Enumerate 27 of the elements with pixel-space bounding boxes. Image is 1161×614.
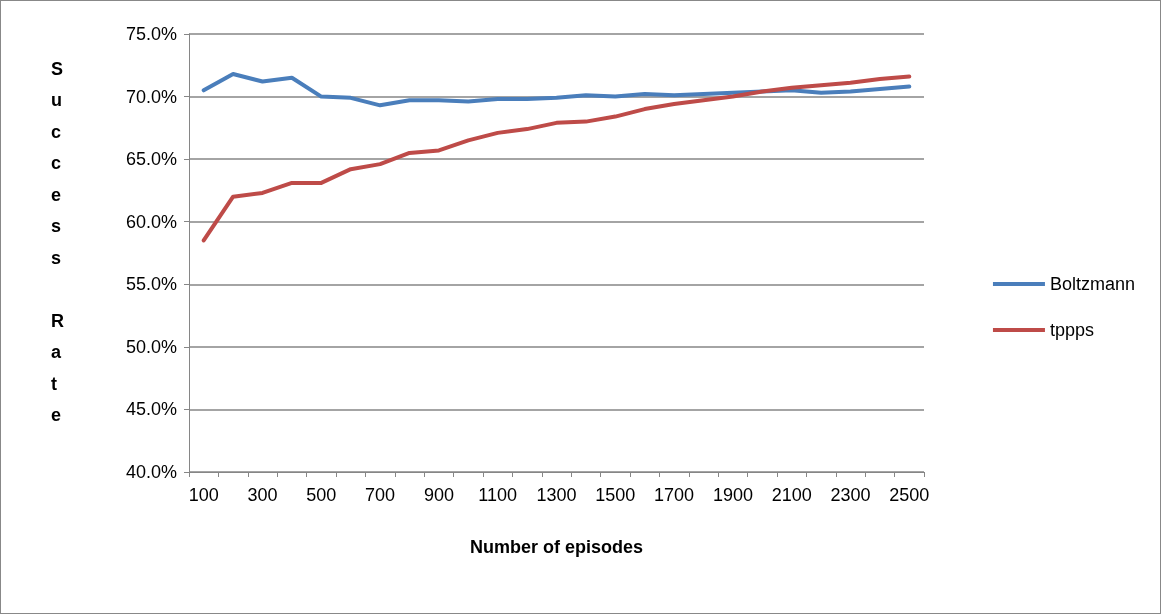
x-tick-label: 2500	[889, 485, 930, 505]
line-series	[201, 72, 912, 108]
legend-label: tppps	[1049, 320, 1094, 340]
y-tick-label: 40.0%	[125, 462, 177, 482]
x-tick-label: 1900	[712, 485, 753, 505]
legend-label: Boltzmann	[1049, 274, 1135, 294]
x-tick-label: 100	[188, 485, 219, 505]
x-tick-label: 1300	[536, 485, 577, 505]
x-tick-label: 1100	[478, 485, 518, 505]
x-tick-label: 300	[247, 485, 278, 505]
x-tick-label: 500	[306, 485, 337, 505]
x-tick-label: 2300	[830, 485, 871, 505]
y-tick-label: 75.0%	[125, 24, 177, 44]
y-tick-label: 45.0%	[125, 399, 177, 420]
x-axis-title: Number of episodes	[469, 537, 644, 557]
y-tick-label: 60.0%	[125, 211, 177, 232]
x-tick-label: 1500	[595, 485, 636, 505]
x-tick-label: 1700	[654, 485, 695, 505]
text: Success Rate	[51, 58, 64, 426]
x-tick-label: 2100	[771, 485, 812, 505]
y-tick-label: 65.0%	[125, 149, 177, 170]
line-series	[201, 74, 912, 243]
y-tick-label: 50.0%	[125, 336, 177, 357]
y-tick-label: 55.0%	[125, 274, 177, 295]
y-tick-label: 70.0%	[125, 86, 177, 107]
x-tick-label: 900	[423, 485, 454, 505]
x-tick-label: 700	[365, 485, 396, 505]
